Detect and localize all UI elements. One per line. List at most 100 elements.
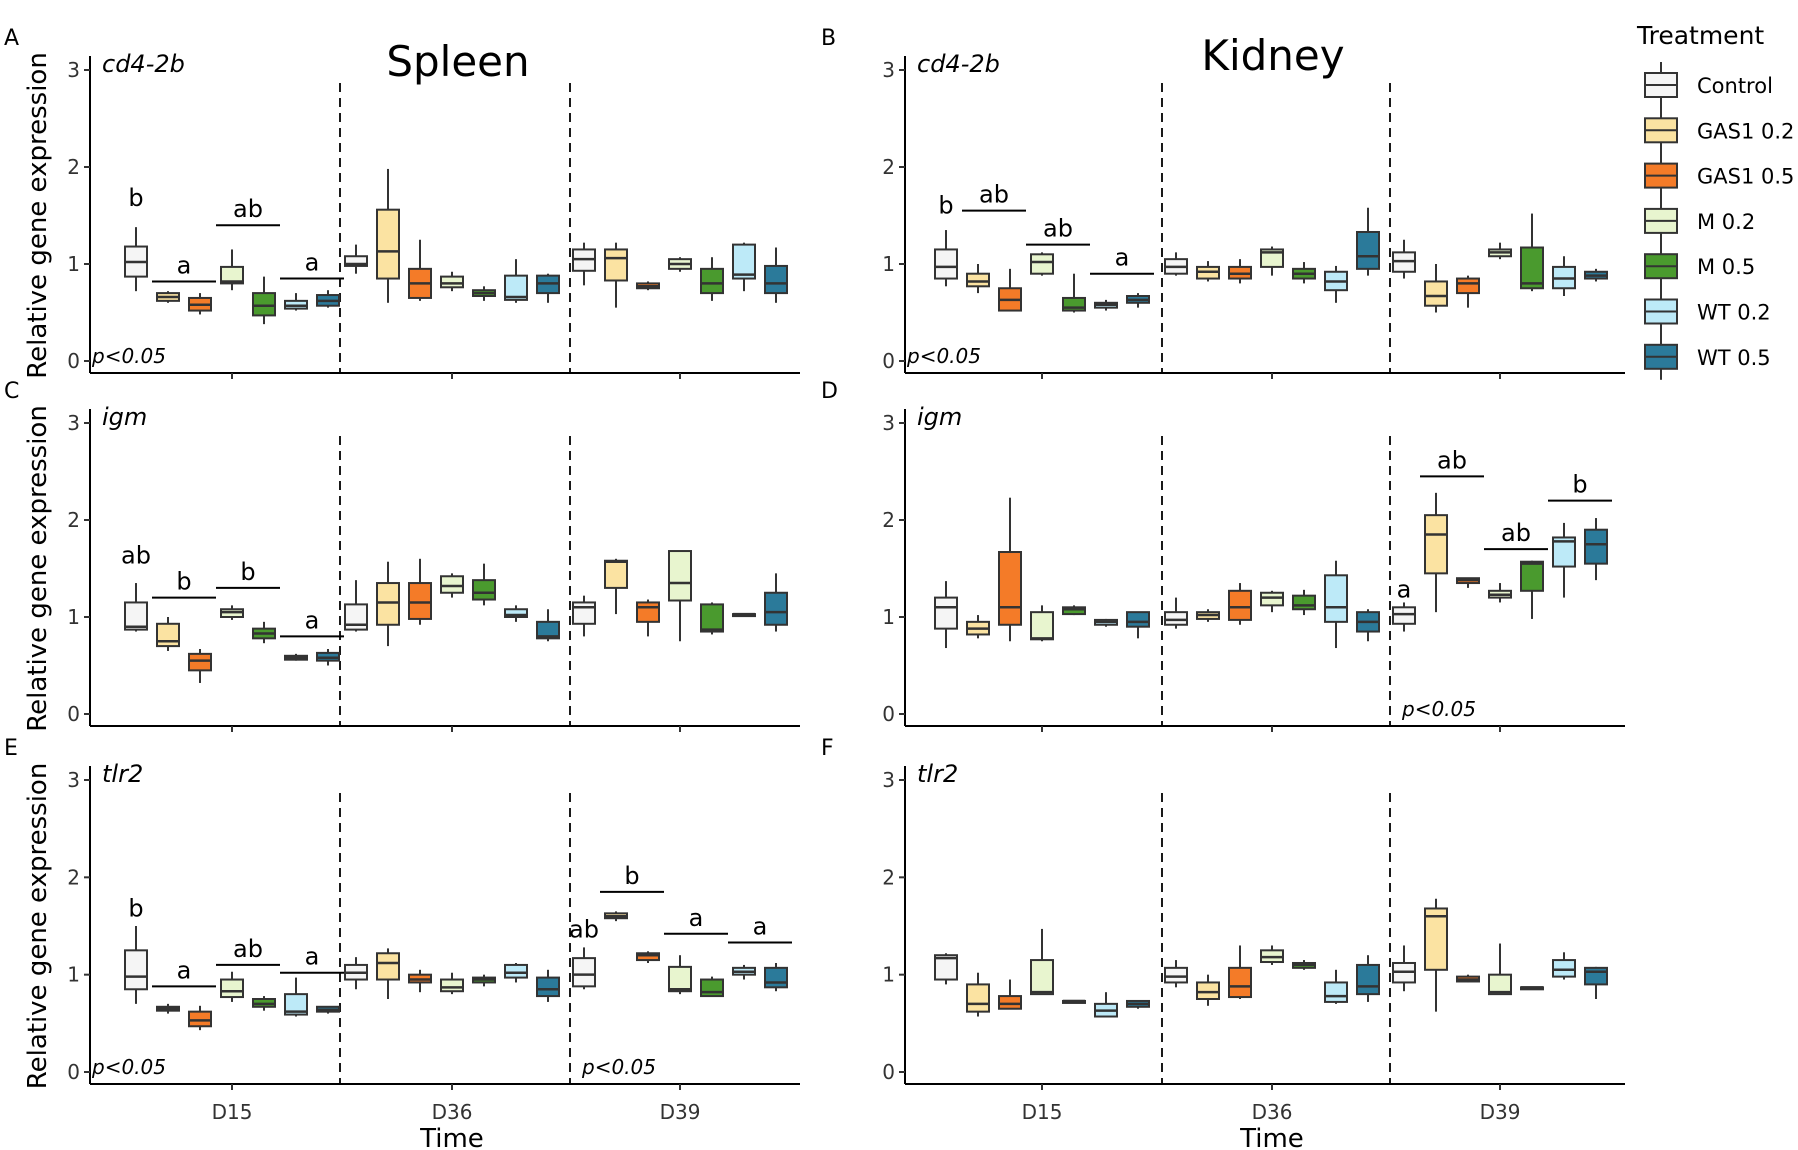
box-m-0.5 [1292,594,1316,611]
box-control [1164,611,1188,626]
significance-letter: ab [121,542,151,570]
box-m-0.5 [1520,560,1544,592]
significance-letter: a [753,913,768,941]
box-wt-0.5 [536,976,560,998]
gene-label: igm [917,403,962,431]
panel-letter: A [4,26,19,51]
box-gas1-0.2 [1424,280,1448,307]
significance-letter: ab [1501,519,1531,547]
legend-label: GAS1 0.5 [1697,165,1794,189]
box-wt-0.2 [1324,981,1348,1003]
box-m-0.5 [1062,606,1086,616]
y-tick-label: 0 [882,1060,895,1084]
x-tick-label: D15 [1022,1100,1063,1124]
box-m-0.5 [1520,246,1544,290]
x-tick-label: D39 [1480,1100,1521,1124]
box-wt-0.2 [504,963,528,979]
significance-letter: ab [569,916,599,944]
panel-letter: C [4,379,19,404]
legend-item: M 0.2 [1644,197,1755,244]
y-tick-label: 1 [882,963,895,987]
box-gas1-0.2 [966,272,990,288]
box-gas1-0.5 [1228,589,1252,621]
box-wt-0.5 [764,264,788,295]
box-control [124,601,148,631]
legend-title: Treatment [1636,21,1764,50]
significance-letter: a [305,943,320,971]
box-m-0.2 [440,978,464,993]
box-m-0.2 [668,965,692,993]
box-wt-0.5 [1356,963,1380,996]
box-gas1-0.5 [998,995,1022,1010]
panel-letter: E [4,736,18,761]
significance-letter: a [177,956,192,984]
box-wt-0.5 [764,966,788,989]
box-control [934,596,958,630]
legend-item: WT 0.5 [1644,333,1771,380]
y-tick-label: 3 [882,768,895,792]
box-control [572,957,596,988]
y-tick-label: 0 [67,1060,80,1084]
y-tick-label: 2 [67,508,80,532]
gene-label: cd4-2b [102,50,185,78]
significance-letter: b [624,862,639,890]
box-wt-0.2 [1552,536,1576,568]
y-tick-label: 2 [882,155,895,179]
x-tick-label: D39 [660,1100,701,1124]
y-tick-label: 0 [67,702,80,726]
x-tick-label: D36 [1252,1100,1293,1124]
y-tick-label: 2 [882,508,895,532]
box-m-0.2 [1260,248,1284,268]
box-gas1-0.2 [966,983,990,1013]
legend-item: GAS1 0.5 [1644,152,1794,199]
significance-letter: b [128,894,143,922]
box-gas1-0.2 [376,952,400,981]
box-gas1-0.5 [1228,966,1252,999]
box-m-0.2 [220,978,244,999]
p-value-label: p<0.05 [906,344,981,368]
box-m-0.5 [700,267,724,295]
box-gas1-0.2 [376,582,400,626]
y-tick-label: 3 [67,768,80,792]
y-tick-label: 3 [882,58,895,82]
y-tick-label: 1 [882,252,895,276]
box-gas1-0.2 [1424,907,1448,971]
box-gas1-0.5 [1456,277,1480,295]
y-tick-label: 2 [882,865,895,889]
gene-label: igm [102,403,147,431]
x-tick-label: D15 [212,1100,253,1124]
significance-letter: a [305,606,320,634]
significance-letter: a [1115,244,1130,272]
box-m-0.2 [1030,253,1054,275]
significance-letter: b [128,184,143,212]
y-tick-label: 0 [67,349,80,373]
box-gas1-0.2 [376,208,400,280]
y-tick-label: 0 [882,349,895,373]
box-gas1-0.5 [998,551,1022,626]
x-axis-title-right: Time [1239,1124,1304,1150]
y-axis-title: Relative gene expression [23,763,53,1090]
panel-E: E 0 1 2 3 Relative gene expression tlr2 D15 D36 D… [4,736,800,1124]
panel-D: D 0 1 2 3 igm a ab ab b p<0.05 [821,379,1625,732]
box-m-0.2 [1030,959,1054,996]
panel-A: A 0 1 2 3 Relative gene expression cd4-2b b a ab a… [4,26,800,379]
box-control [1164,966,1188,984]
box-gas1-0.2 [156,622,180,648]
significance-letter: ab [979,181,1009,209]
panel-F: F 0 1 2 3 tlr2 D15 D36 D39 [821,736,1625,1124]
p-value-label: p<0.05 [581,1055,656,1079]
box-wt-0.2 [504,274,528,301]
legend: Treatment Control GAS1 0.2 GAS1 0.5 M 0.2 M … [1636,21,1794,380]
legend-label: WT 0.2 [1697,301,1771,325]
y-tick-label: 3 [67,411,80,435]
legend-item: Control [1644,62,1773,108]
box-gas1-0.5 [636,601,660,623]
box-control [1392,606,1416,625]
box-wt-0.5 [1584,528,1608,565]
panel-letter: B [821,26,836,51]
y-axis-title: Relative gene expression [23,405,53,732]
box-gas1-0.2 [604,559,628,589]
box-control [344,255,368,267]
legend-label: WT 0.5 [1697,346,1771,370]
